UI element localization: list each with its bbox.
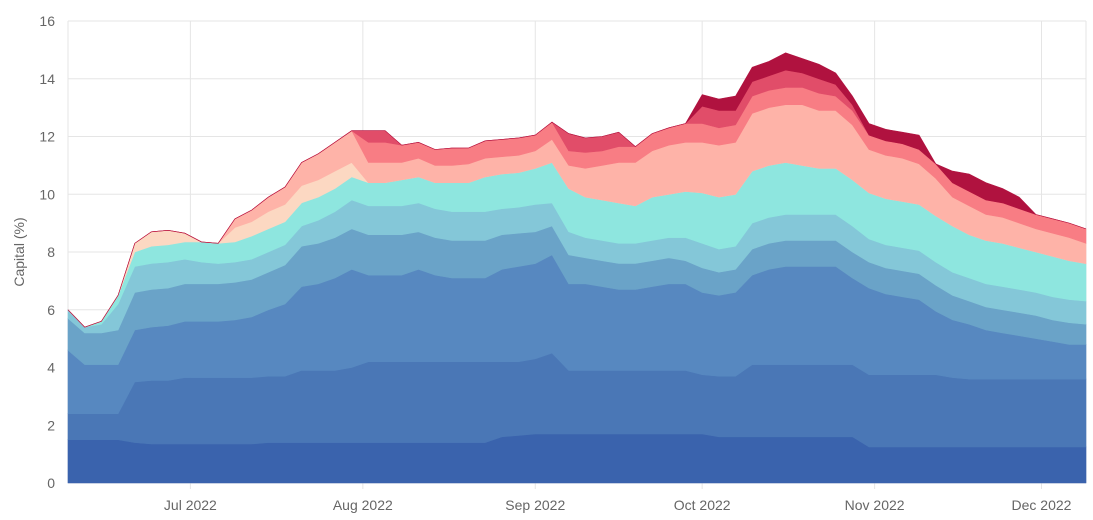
area-series-group [67,52,1087,484]
y-tick-label: 0 [47,475,55,491]
y-tick-label: 8 [47,244,55,260]
y-tick-label: 2 [47,417,55,433]
y-tick-label: 12 [39,129,55,145]
x-tick-label: Dec 2022 [1012,497,1072,513]
y-axis-tick-labels: 0 2 4 6 8 10 12 14 16 [39,13,55,491]
y-tick-label: 6 [47,302,55,318]
y-tick-label: 4 [47,360,55,376]
x-tick-label: Aug 2022 [333,497,393,513]
x-axis-tick-labels: Jul 2022 Aug 2022 Sep 2022 Oct 2022 Nov 2022… [164,497,1072,513]
x-tick-label: Nov 2022 [845,497,905,513]
y-axis-title: Capital (%) [11,217,27,286]
area-series-11 [67,52,1087,328]
x-tick-label: Oct 2022 [674,497,731,513]
y-tick-label: 14 [39,71,55,87]
y-tick-label: 16 [39,13,55,29]
x-tick-label: Jul 2022 [164,497,217,513]
y-tick-label: 10 [39,186,55,202]
x-tick-label: Sep 2022 [505,497,565,513]
